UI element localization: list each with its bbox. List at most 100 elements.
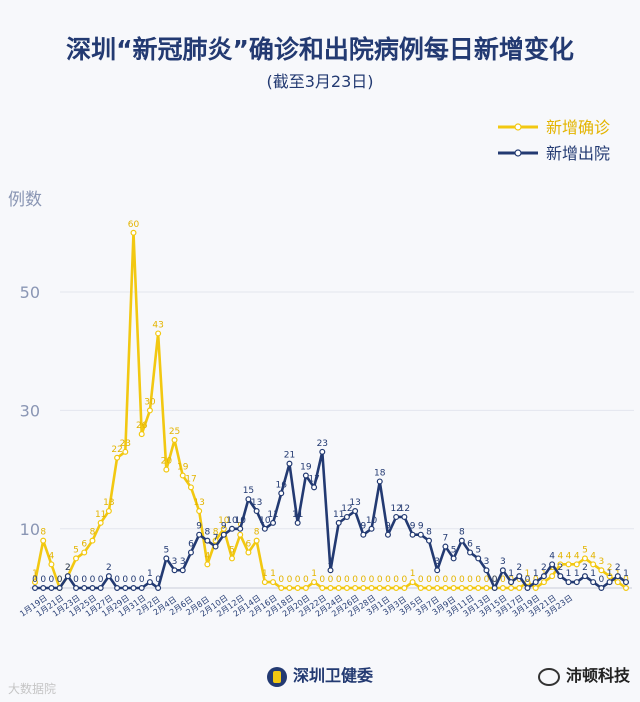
data-label-discharged: 1 — [508, 569, 514, 579]
data-label-confirmed: 13 — [193, 498, 204, 508]
data-label-confirmed: 4 — [49, 551, 55, 561]
data-label-discharged: 1 — [147, 569, 153, 579]
data-point-discharged — [97, 584, 104, 591]
data-point-discharged — [598, 584, 605, 591]
data-point-confirmed — [278, 584, 285, 591]
data-label-discharged: 0 — [98, 575, 104, 585]
data-label-discharged: 0 — [114, 575, 120, 585]
data-point-discharged — [401, 513, 408, 520]
data-label-confirmed: 1 — [311, 569, 317, 579]
data-label-confirmed: 0 — [467, 575, 473, 585]
data-label-confirmed: 0 — [500, 575, 506, 585]
data-point-confirmed — [499, 584, 506, 591]
data-label-confirmed: 4 — [590, 551, 596, 561]
data-point-confirmed — [220, 525, 227, 532]
data-point-discharged — [229, 525, 236, 532]
data-point-discharged — [146, 579, 153, 586]
y-axis-label: 例数 — [8, 190, 42, 210]
data-label-discharged: 3 — [172, 557, 178, 567]
data-point-discharged — [122, 584, 129, 591]
data-label-confirmed: 0 — [418, 575, 424, 585]
data-point-discharged — [73, 584, 80, 591]
data-point-confirmed — [237, 531, 244, 538]
data-point-confirmed — [540, 579, 547, 586]
data-label-discharged: 0 — [57, 575, 63, 585]
data-label-discharged: 0 — [139, 575, 145, 585]
data-point-confirmed — [532, 584, 539, 591]
data-label-confirmed: 0 — [385, 575, 391, 585]
data-point-discharged — [376, 478, 383, 485]
data-point-discharged — [294, 519, 301, 526]
data-label-discharged: 0 — [81, 575, 87, 585]
data-point-confirmed — [163, 466, 170, 473]
data-point-discharged — [483, 567, 490, 574]
data-point-discharged — [360, 531, 367, 538]
data-point-confirmed — [179, 472, 186, 479]
data-label-discharged: 9 — [385, 522, 391, 532]
data-point-discharged — [196, 531, 203, 538]
data-label-discharged: 3 — [500, 557, 506, 567]
data-point-discharged — [89, 584, 96, 591]
data-label-discharged: 19 — [300, 463, 312, 473]
data-point-discharged — [614, 573, 621, 580]
data-label-confirmed: 60 — [128, 220, 140, 230]
data-point-confirmed — [557, 561, 564, 568]
data-label-discharged: 0 — [131, 575, 137, 585]
data-label-confirmed: 4 — [557, 551, 563, 561]
data-label-discharged: 6 — [188, 539, 194, 549]
y-tick-label: 30 — [20, 401, 40, 420]
data-point-confirmed — [434, 584, 441, 591]
data-label-discharged: 6 — [467, 539, 473, 549]
footer-org: 深圳卫健委 — [0, 662, 640, 687]
data-point-discharged — [368, 525, 375, 532]
data-point-discharged — [40, 584, 47, 591]
data-label-discharged: 12 — [390, 504, 401, 514]
data-label-discharged: 1 — [623, 569, 629, 579]
data-point-confirmed — [368, 584, 375, 591]
data-label-confirmed: 2 — [607, 563, 613, 573]
data-point-confirmed — [48, 561, 55, 568]
data-point-confirmed — [187, 484, 194, 491]
data-point-discharged — [491, 584, 498, 591]
data-point-confirmed — [31, 579, 38, 586]
data-label-discharged: 18 — [374, 468, 386, 478]
data-point-discharged — [475, 555, 482, 562]
data-point-discharged — [352, 508, 359, 515]
data-point-discharged — [508, 579, 515, 586]
data-point-discharged — [426, 537, 433, 544]
data-label-confirmed: 0 — [484, 575, 490, 585]
data-label-discharged: 2 — [106, 563, 112, 573]
data-label-confirmed: 0 — [451, 575, 457, 585]
data-point-confirmed — [196, 508, 203, 515]
data-point-discharged — [56, 584, 63, 591]
data-point-confirmed — [327, 584, 334, 591]
data-point-discharged — [384, 531, 391, 538]
data-point-discharged — [467, 549, 474, 556]
data-label-discharged: 0 — [122, 575, 128, 585]
data-label-discharged: 0 — [32, 575, 38, 585]
data-point-confirmed — [590, 561, 597, 568]
data-label-discharged: 9 — [196, 522, 202, 532]
data-point-discharged — [393, 513, 400, 520]
data-point-discharged — [261, 525, 268, 532]
data-label-discharged: 2 — [541, 563, 547, 573]
data-point-discharged — [130, 584, 137, 591]
data-label-discharged: 16 — [276, 480, 288, 490]
data-point-confirmed — [352, 584, 359, 591]
data-point-confirmed — [40, 537, 47, 544]
data-point-confirmed — [294, 584, 301, 591]
data-point-confirmed — [343, 584, 350, 591]
data-point-discharged — [532, 579, 539, 586]
data-point-confirmed — [581, 555, 588, 562]
data-point-confirmed — [130, 229, 137, 236]
data-point-confirmed — [483, 584, 490, 591]
data-label-discharged: 8 — [426, 528, 432, 538]
data-label-confirmed: 25 — [169, 427, 180, 437]
data-point-confirmed — [270, 579, 277, 586]
data-label-confirmed: 30 — [144, 397, 156, 407]
data-point-discharged — [581, 573, 588, 580]
data-label-confirmed: 0 — [57, 575, 63, 585]
data-label-discharged: 11 — [292, 510, 303, 520]
data-label-confirmed: 0 — [402, 575, 408, 585]
data-point-confirmed — [335, 584, 342, 591]
